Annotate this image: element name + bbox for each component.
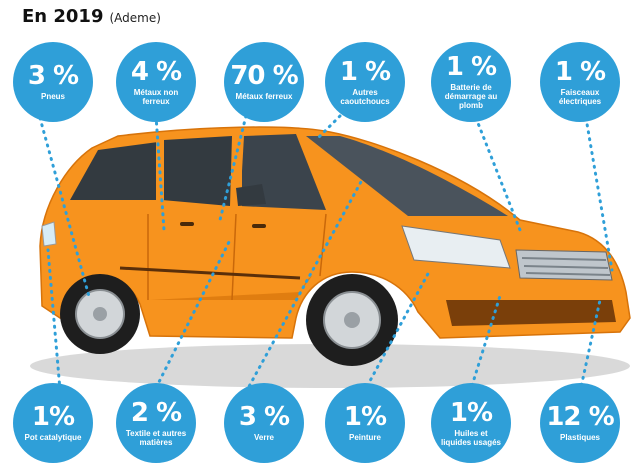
badge-percent: 1 % (339, 56, 391, 87)
badge-faisceaux: 1 % Faisceaux électriques (540, 42, 620, 122)
leader-plastiques (578, 298, 602, 394)
badge-label: Pneus (40, 92, 65, 101)
badge-percent: 1% (343, 402, 387, 432)
air-intake (446, 300, 616, 326)
headlight (401, 225, 511, 269)
side-trim (119, 266, 301, 280)
badge-percent: 3 % (27, 61, 79, 91)
badge-percent: 1 % (445, 52, 497, 82)
page-title: En 2019 (Ademe) (22, 6, 161, 27)
badge-percent: 1% (31, 402, 75, 432)
badge-percent: 1% (449, 397, 493, 428)
source-label: (Ademe) (109, 11, 161, 25)
leader-autres-caoutchoucs (314, 114, 342, 142)
badge-percent: 3 % (238, 402, 290, 432)
leader-verre (244, 178, 364, 394)
b-pillar (232, 134, 242, 210)
leader-textile (148, 238, 232, 402)
door-handle (180, 222, 194, 226)
badge-plastiques: 12 % Plastiques (540, 383, 620, 463)
front-wheel-hub (344, 312, 360, 328)
badge-label: Autres caoutchoucs (340, 87, 390, 106)
badge-peinture: 1% Peinture (325, 383, 405, 463)
badge-batterie: 1 % Batterie de démarrage au plomb (431, 42, 511, 122)
badge-pot-catalytique: 1% Pot catalytique (13, 383, 93, 463)
side-mirror (236, 184, 266, 206)
door-lines (147, 213, 327, 301)
door-handle (252, 224, 266, 228)
rear-window (70, 142, 158, 200)
leader-batterie (474, 116, 522, 232)
badge-autres-caoutchoucs: 1 % Autres caoutchoucs (325, 42, 405, 122)
car-lower-body (150, 276, 312, 300)
badge-label: Verre (253, 433, 275, 442)
leader-huiles (468, 294, 502, 394)
badge-label: Faisceaux électriques (558, 87, 602, 106)
title-text: En 2019 (22, 6, 104, 27)
leader-lines (38, 114, 614, 402)
middle-window (162, 136, 232, 206)
badge-label: Plastiques (559, 433, 600, 442)
badge-label: Pot catalytique (24, 433, 82, 442)
badge-percent: 4 % (130, 56, 182, 87)
badge-percent: 12 % (546, 402, 614, 432)
taillight (41, 221, 57, 247)
badge-huiles: 1% Huiles et liquides usagés (431, 383, 511, 463)
windshield (306, 136, 508, 216)
badge-label: Textile et autres matières (125, 428, 187, 447)
badge-textile: 2 % Textile et autres matières (116, 383, 196, 463)
leader-metaux-non-ferreux (154, 114, 166, 232)
leader-peinture (362, 268, 432, 394)
leader-pot-catalytique (46, 248, 62, 392)
car-shadow (30, 344, 630, 388)
grille-bars (521, 257, 611, 276)
badge-percent: 70 % (230, 61, 298, 91)
leader-faisceaux (584, 116, 614, 272)
badge-pneus: 3 % Pneus (13, 42, 93, 122)
badge-label: Peinture (348, 433, 381, 442)
badge-verre: 3 % Verre (224, 383, 304, 463)
badge-percent: 1 % (554, 56, 606, 87)
badge-label: Huiles et liquides usagés (440, 428, 502, 447)
badge-percent: 2 % (130, 397, 182, 428)
badge-metaux-ferreux: 70 % Métaux ferreux (224, 42, 304, 122)
badge-metaux-non-ferreux: 4 % Métaux non ferreux (116, 42, 196, 122)
rear-wheel-hub (93, 307, 107, 321)
badge-label: Métaux non ferreux (133, 87, 179, 106)
badge-label: Métaux ferreux (235, 92, 293, 101)
badge-label: Batterie de démarrage au plomb (444, 83, 498, 110)
